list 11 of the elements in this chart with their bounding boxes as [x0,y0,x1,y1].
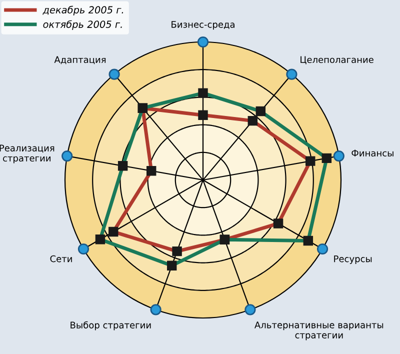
spoke-label: Бизнес-среда [172,21,234,30]
spoke-label: Ресурсы [334,255,372,264]
legend-label: декабрь 2005 г. [42,6,124,16]
spoke-label: Реализация стратегии [0,144,54,164]
spoke-label: Адаптация [54,56,106,64]
spoke-label: Целеполагание [300,56,374,64]
legend-label: октябрь 2005 г. [43,20,122,30]
spoke-label: Альтернативные варианты стратегии [254,322,384,340]
spoke-label: Финансы [352,150,394,156]
spoke-label: Выбор стратегии [70,321,151,330]
spoke-label: Сети [50,255,72,262]
